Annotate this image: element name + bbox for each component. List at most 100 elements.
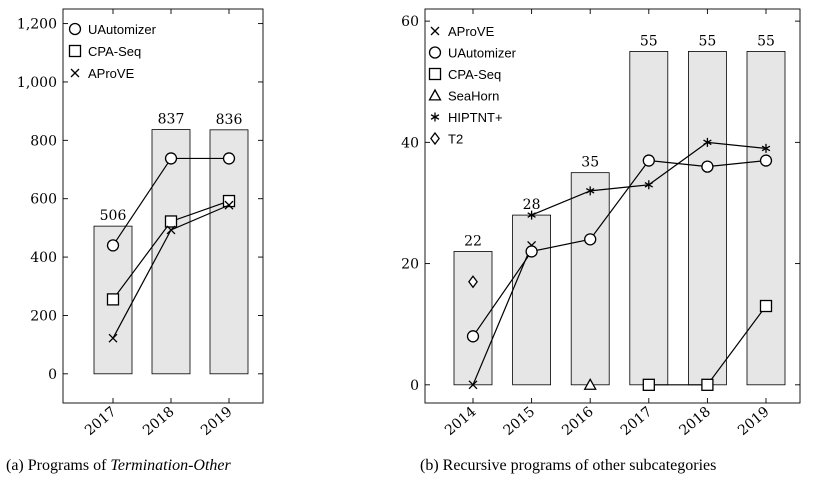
- caption: (b) Recursive programs of other subcateg…: [420, 457, 716, 474]
- series-aprove: [108, 200, 234, 343]
- series-hiptnt-: [527, 137, 771, 220]
- legend-label: CPA-Seq: [448, 67, 501, 82]
- bar: [746, 51, 786, 386]
- legend-marker: [430, 131, 440, 146]
- caption-text: (a) Programs of: [6, 457, 110, 474]
- series-aprove: [468, 240, 537, 390]
- y-tick-label: 800: [30, 133, 57, 149]
- legend-marker: [428, 46, 442, 59]
- x-tick-label: 2016: [559, 404, 597, 439]
- data-point: [164, 152, 178, 165]
- axes-frame: [424, 8, 801, 404]
- x-tick-label: 2015: [501, 404, 539, 439]
- y-tick-label: 60: [401, 14, 419, 30]
- data-point: [761, 143, 771, 153]
- bar: [688, 51, 727, 386]
- data-point: [106, 239, 120, 252]
- legend-marker: [68, 44, 82, 58]
- legend-marker: [428, 88, 442, 101]
- y-tick-label: 400: [30, 250, 57, 266]
- series-cpa-seq: [642, 299, 773, 391]
- data-point: [164, 215, 178, 228]
- data-point: [468, 275, 478, 289]
- x-tick-label: 2014: [442, 404, 480, 439]
- legend-label: AProVE: [448, 24, 495, 39]
- x-tick-label: 2019: [735, 404, 773, 439]
- data-point: [525, 245, 538, 258]
- data-point: [701, 160, 714, 173]
- legend-marker: [428, 67, 442, 81]
- series-uautomizer: [466, 154, 773, 343]
- data-point: [108, 333, 118, 343]
- x-tick-label: 2018: [140, 404, 178, 439]
- data-point: [224, 200, 234, 210]
- legend-label: UAutomizer: [88, 22, 157, 37]
- series-line: [472, 159, 767, 337]
- bar-value-label: 22: [464, 233, 482, 249]
- bar-value-label: 506: [100, 208, 127, 224]
- data-point: [642, 378, 655, 391]
- data-point: [106, 293, 120, 306]
- data-point: [583, 377, 597, 390]
- legend: UAutomizer CPA-Seq AProVE: [68, 22, 157, 81]
- bar: [453, 251, 493, 386]
- data-point: [701, 378, 714, 391]
- legend-label: T2: [448, 132, 463, 147]
- bar: [209, 129, 249, 375]
- x-tick-label: 2017: [618, 404, 656, 439]
- y-tick-label: 0: [410, 378, 419, 394]
- bar-value-label: 55: [757, 33, 775, 49]
- data-point: [759, 154, 773, 167]
- data-point: [703, 137, 712, 147]
- series-seahorn: [583, 377, 597, 390]
- legend-marker: [70, 68, 80, 78]
- legend-label: CPA-Seq: [88, 44, 141, 59]
- bar-value-label: 35: [581, 155, 599, 171]
- data-point: [644, 180, 654, 190]
- legend-label: AProVE: [88, 66, 135, 81]
- data-point: [222, 194, 236, 208]
- bar-value-label: 28: [523, 197, 541, 213]
- data-point: [527, 210, 536, 220]
- series-line: [472, 245, 533, 386]
- bar: [570, 172, 610, 386]
- bar-value-label: 55: [698, 33, 716, 49]
- legend-label: SeaHorn: [448, 89, 499, 104]
- legend-marker: [68, 22, 82, 36]
- data-point: [166, 225, 176, 235]
- series-uautomizer: [106, 152, 236, 252]
- data-point: [585, 186, 595, 196]
- bar-value-label: 836: [216, 112, 243, 128]
- x-tick-label: 2018: [676, 404, 714, 439]
- bar: [512, 214, 551, 386]
- y-tick-label: 600: [30, 192, 57, 208]
- legend-marker: [430, 26, 440, 36]
- data-point: [468, 380, 478, 390]
- data-point: [759, 299, 773, 313]
- axes-frame: [62, 8, 264, 404]
- legend-label: UAutomizer: [448, 46, 517, 61]
- caption-emphasis: Termination-Other: [110, 457, 231, 474]
- y-tick-label: 1,200: [17, 17, 57, 33]
- bar: [629, 51, 669, 386]
- y-tick-label: 40: [401, 135, 419, 151]
- x-tick-label: 2019: [198, 404, 236, 439]
- bar: [151, 129, 191, 375]
- data-point: [642, 154, 655, 167]
- y-tick-label: 0: [48, 367, 57, 383]
- y-tick-label: 200: [30, 308, 57, 324]
- series-t2: [468, 275, 478, 289]
- y-tick-label: 20: [401, 257, 419, 273]
- x-tick-label: 2017: [82, 404, 120, 439]
- data-point: [466, 330, 480, 343]
- series-cpa-seq: [106, 194, 236, 306]
- legend-marker: [430, 112, 440, 122]
- chart-panel-b: 22 28 35 55 55 55 0 20 40 60 2014 2015 2016 2017 2018 2…: [401, 8, 801, 474]
- data-point: [584, 233, 597, 246]
- chart-panel-a: 506 837 836 0 200 400 600 800 1,000 1,200 2017 2018…: [6, 8, 264, 474]
- legend-label: HIPTNT+: [448, 110, 503, 125]
- legend: AProVE UAutomizer CPA-Seq SeaHorn HIPTNT+ T2: [428, 24, 517, 147]
- data-point: [222, 152, 236, 165]
- bar-value-label: 55: [640, 33, 658, 49]
